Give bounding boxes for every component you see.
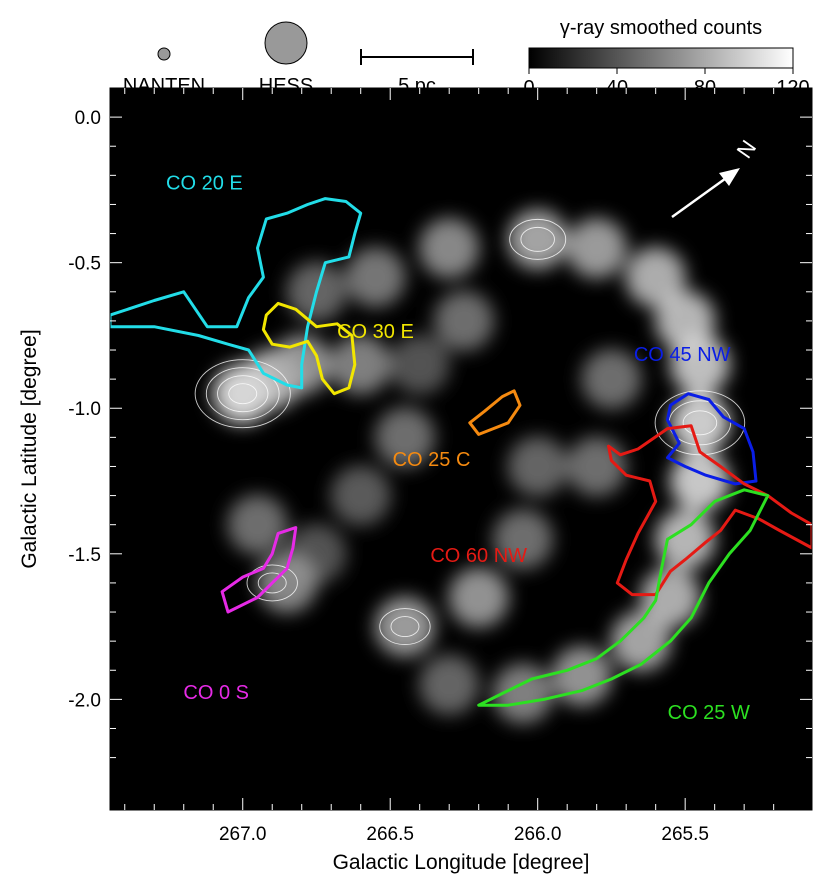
emission-point-4 — [345, 247, 405, 307]
y-tick-label-0: 0.0 — [75, 108, 101, 129]
y-tick-label-2: -1.0 — [68, 399, 101, 420]
co-cloud-label-co-45-nw: CO 45 NW — [634, 344, 731, 366]
emission-point-20 — [449, 567, 509, 627]
x-tick-label-3: 265.5 — [661, 824, 709, 845]
y-axis-label: Galactic Latitude [degree] — [18, 329, 41, 568]
emission-point-24 — [331, 466, 391, 526]
hess-beam-icon — [265, 22, 307, 64]
emission-point-18 — [419, 655, 479, 715]
co-cloud-label-co-30-e: CO 30 E — [337, 321, 414, 343]
y-tick-label-1: -0.5 — [68, 254, 101, 275]
emission-point-22 — [508, 436, 568, 496]
emission-point-29 — [390, 335, 450, 395]
y-tick-label-4: -2.0 — [68, 690, 101, 711]
colorbar-title: γ-ray smoothed counts — [560, 17, 762, 39]
x-tick-label-0: 267.0 — [219, 824, 267, 845]
nanten-beam-icon — [158, 48, 170, 60]
x-axis-label: Galactic Longitude [degree] — [333, 851, 590, 874]
x-tick-label-1: 266.5 — [366, 824, 414, 845]
colorbar — [529, 48, 793, 68]
emission-point-5 — [419, 218, 479, 278]
co-cloud-label-co-25-w: CO 25 W — [668, 702, 750, 724]
emission-point-28 — [331, 335, 391, 395]
co-cloud-label-co-20-e: CO 20 E — [166, 172, 243, 194]
emission-point-27 — [227, 495, 287, 555]
y-tick-label-3: -1.5 — [68, 545, 101, 566]
emission-point-19 — [375, 597, 435, 657]
co-cloud-label-co-60-nw: CO 60 NW — [430, 545, 527, 567]
scalebar — [361, 49, 473, 65]
header-annotations: NANTEN HESS 5 pc γ-ray smoothed counts 0… — [123, 17, 810, 99]
emission-point-32 — [434, 291, 494, 351]
x-tick-label-2: 266.0 — [514, 824, 562, 845]
emission-point-30 — [581, 349, 641, 409]
emission-point-7 — [567, 218, 627, 278]
co-cloud-label-co-0-s: CO 0 S — [183, 682, 249, 704]
co-cloud-label-co-25-c: CO 25 C — [393, 449, 471, 471]
emission-point-6 — [508, 209, 568, 269]
